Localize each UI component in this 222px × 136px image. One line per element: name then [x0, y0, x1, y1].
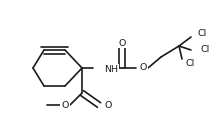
Text: O: O [139, 64, 147, 72]
Text: Cl: Cl [185, 58, 194, 67]
Text: O: O [61, 101, 69, 109]
Text: Cl: Cl [200, 46, 209, 55]
Text: NH: NH [104, 64, 118, 73]
Text: O: O [104, 101, 111, 109]
Text: Cl: Cl [197, 29, 206, 38]
Text: O: O [118, 38, 126, 47]
